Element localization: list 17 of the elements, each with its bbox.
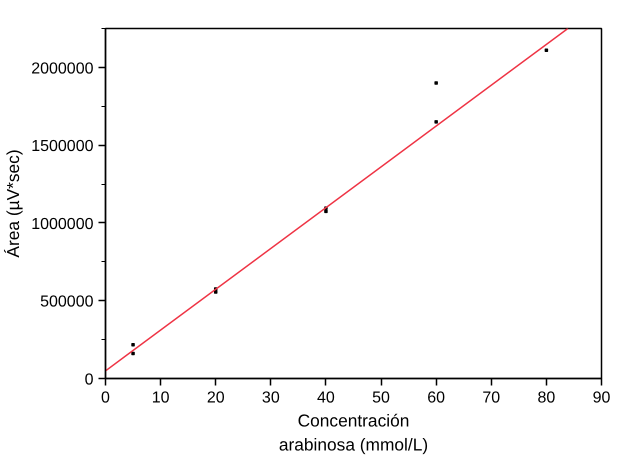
y-tick-label: 1500000 bbox=[31, 138, 94, 156]
x-tick-label: 70 bbox=[482, 390, 500, 406]
x-tick-label: 60 bbox=[427, 390, 446, 406]
y-tick-label: 500000 bbox=[40, 294, 94, 311]
x-tick-label: 90 bbox=[592, 390, 610, 406]
x-tick-label: 10 bbox=[152, 390, 170, 406]
x-tick-label: 0 bbox=[101, 390, 110, 406]
x-tick-label: 20 bbox=[206, 390, 225, 406]
x-tick-label: 30 bbox=[262, 390, 280, 406]
x-tick-label: 80 bbox=[537, 390, 556, 406]
y-tick-label: 1000000 bbox=[31, 216, 94, 233]
x-tick-label: 40 bbox=[317, 390, 335, 406]
x-tick-label: 50 bbox=[372, 390, 390, 406]
y-tick-label: 2000000 bbox=[31, 60, 94, 78]
x-axis-title: Concentración arabinosa (mmol/L) bbox=[278, 410, 428, 454]
y-tick-label: 0 bbox=[84, 372, 94, 388]
y-axis-title: Área (µV*sec) bbox=[3, 149, 24, 258]
